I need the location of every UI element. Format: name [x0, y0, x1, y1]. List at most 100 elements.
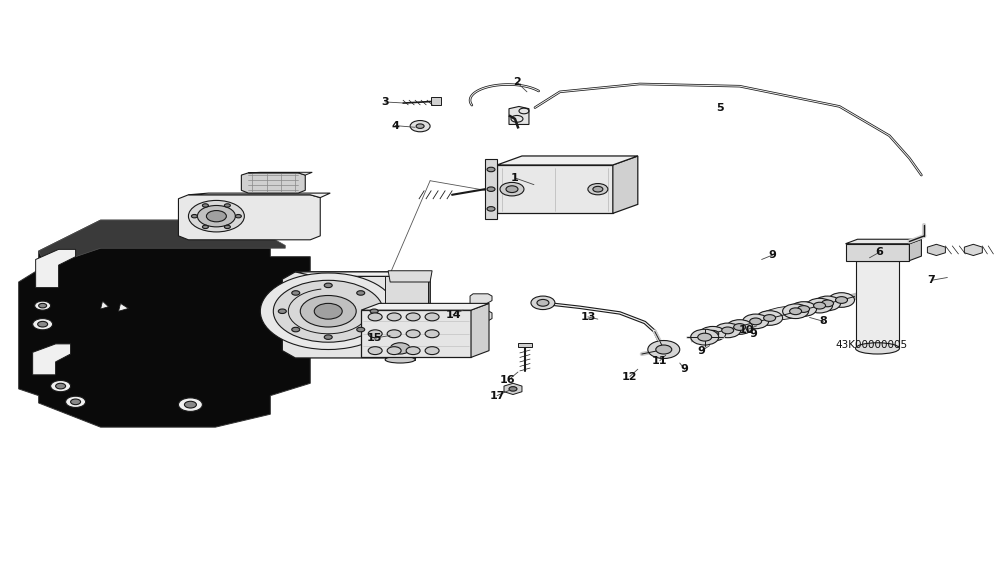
Text: 43K00000005: 43K00000005 — [835, 340, 908, 350]
Circle shape — [822, 300, 834, 307]
Circle shape — [798, 306, 810, 312]
Circle shape — [506, 186, 518, 192]
Circle shape — [224, 225, 230, 228]
Circle shape — [509, 387, 517, 391]
Circle shape — [743, 314, 769, 329]
Polygon shape — [497, 165, 613, 213]
Circle shape — [691, 329, 719, 345]
Circle shape — [368, 347, 382, 355]
Text: 12: 12 — [622, 372, 638, 381]
Polygon shape — [471, 303, 489, 358]
Circle shape — [224, 204, 230, 207]
Circle shape — [357, 290, 365, 295]
Polygon shape — [295, 272, 430, 276]
Polygon shape — [964, 244, 982, 255]
Circle shape — [357, 327, 365, 332]
Circle shape — [33, 319, 53, 330]
Text: 3: 3 — [381, 97, 389, 107]
Circle shape — [757, 311, 783, 325]
Circle shape — [66, 396, 86, 407]
Circle shape — [202, 204, 208, 207]
Circle shape — [235, 214, 241, 218]
Circle shape — [815, 296, 841, 311]
Circle shape — [406, 330, 420, 338]
Text: 14: 14 — [445, 310, 461, 320]
Circle shape — [387, 313, 401, 321]
Circle shape — [588, 183, 608, 195]
Text: 15: 15 — [366, 333, 382, 343]
Text: 6: 6 — [876, 247, 883, 257]
Circle shape — [487, 206, 495, 211]
Text: 16: 16 — [500, 376, 516, 385]
Circle shape — [191, 214, 197, 218]
Text: 13: 13 — [580, 312, 596, 322]
Circle shape — [71, 399, 81, 404]
Polygon shape — [388, 271, 432, 282]
Polygon shape — [763, 302, 808, 324]
Circle shape — [425, 330, 439, 338]
Polygon shape — [509, 107, 529, 125]
Circle shape — [487, 187, 495, 191]
Polygon shape — [927, 244, 945, 255]
Circle shape — [292, 290, 300, 295]
Polygon shape — [385, 351, 415, 360]
Circle shape — [382, 338, 418, 359]
Circle shape — [387, 330, 401, 338]
Circle shape — [656, 345, 672, 354]
Polygon shape — [856, 261, 899, 349]
Circle shape — [260, 273, 396, 350]
Circle shape — [38, 321, 48, 327]
Circle shape — [707, 331, 719, 337]
Ellipse shape — [856, 343, 899, 354]
Polygon shape — [19, 220, 310, 427]
Circle shape — [537, 299, 549, 306]
Polygon shape — [282, 272, 430, 358]
Polygon shape — [248, 172, 312, 175]
Polygon shape — [470, 294, 492, 321]
Polygon shape — [33, 344, 71, 375]
Circle shape — [698, 333, 712, 341]
Ellipse shape — [761, 306, 809, 320]
Text: 17: 17 — [489, 391, 505, 400]
Polygon shape — [504, 384, 522, 395]
Circle shape — [300, 296, 356, 327]
Polygon shape — [361, 310, 471, 358]
Circle shape — [370, 309, 378, 314]
Circle shape — [368, 330, 382, 338]
Circle shape — [197, 205, 235, 227]
Circle shape — [487, 168, 495, 171]
Circle shape — [648, 341, 680, 359]
Circle shape — [202, 225, 208, 228]
Text: 10: 10 — [739, 325, 754, 335]
Circle shape — [700, 327, 726, 341]
Polygon shape — [178, 195, 320, 240]
Polygon shape — [497, 156, 638, 165]
Circle shape — [387, 347, 401, 355]
Polygon shape — [101, 301, 109, 309]
Polygon shape — [361, 303, 489, 310]
Circle shape — [206, 210, 226, 222]
Circle shape — [791, 302, 817, 316]
Circle shape — [178, 398, 202, 411]
Circle shape — [814, 302, 826, 309]
Circle shape — [416, 124, 424, 129]
Circle shape — [829, 293, 855, 307]
Polygon shape — [385, 276, 428, 351]
Text: 1: 1 — [511, 173, 519, 183]
Text: 2: 2 — [513, 77, 521, 87]
Circle shape — [368, 313, 382, 321]
Circle shape — [783, 304, 809, 319]
Circle shape — [836, 297, 848, 303]
Circle shape — [188, 200, 244, 232]
Circle shape — [35, 301, 51, 310]
Circle shape — [715, 323, 741, 338]
Circle shape — [184, 401, 196, 408]
Circle shape — [500, 182, 524, 196]
Polygon shape — [518, 343, 532, 347]
Circle shape — [324, 335, 332, 340]
Text: 4: 4 — [391, 121, 399, 131]
Polygon shape — [119, 303, 129, 311]
Polygon shape — [909, 239, 921, 261]
Polygon shape — [431, 98, 441, 105]
Circle shape — [764, 315, 776, 321]
